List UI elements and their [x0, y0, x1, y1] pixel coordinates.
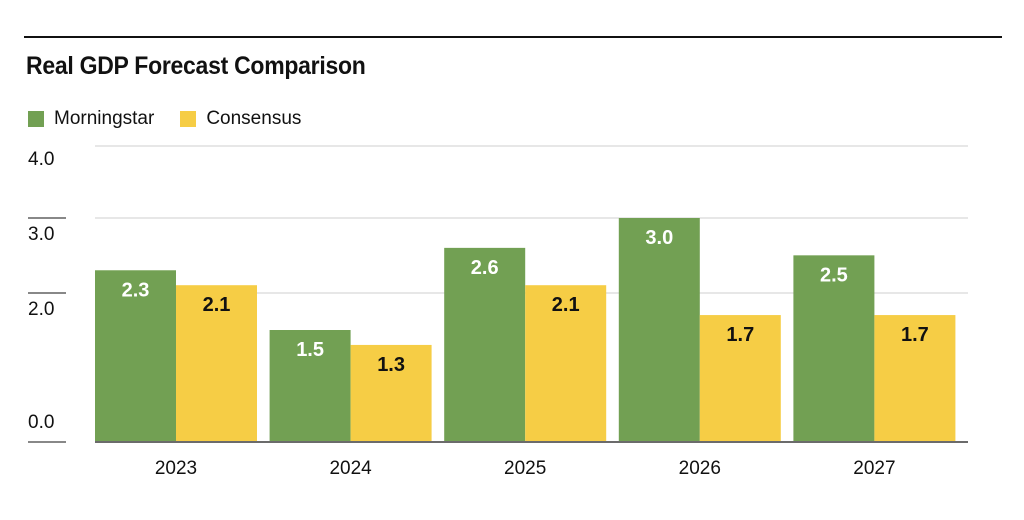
bar-consensus [699, 315, 781, 442]
data-label: 3.0 [645, 227, 673, 249]
data-label: 2.6 [471, 257, 499, 279]
x-tick-label: 2024 [329, 458, 372, 479]
bar-morningstar [269, 330, 351, 442]
bar-consensus [350, 344, 432, 442]
bar-consensus [176, 285, 257, 442]
legend-label-consensus: Consensus [206, 108, 302, 129]
legend-label-morningstar: Morningstar [54, 108, 155, 129]
data-label: 1.7 [726, 324, 754, 346]
data-label: 2.3 [122, 279, 150, 301]
y-tick-label: 3.0 [28, 224, 54, 245]
legend-swatch-consensus [180, 111, 197, 127]
bar-morningstar [618, 218, 700, 442]
y-tick-label: 4.0 [28, 149, 54, 170]
x-tick-label: 2027 [853, 458, 895, 479]
x-tick-label: 2023 [155, 458, 197, 479]
legend-item-morningstar: Morningstar [28, 108, 154, 130]
legend-item-consensus: Consensus [180, 108, 301, 130]
top-rule [24, 36, 1002, 38]
data-label: 1.5 [296, 339, 324, 361]
x-tick-label: 2026 [679, 458, 721, 479]
data-label: 2.1 [203, 294, 231, 316]
bar-consensus [874, 315, 956, 442]
chart-title: Real GDP Forecast Comparison [26, 52, 366, 80]
legend-swatch-morningstar [28, 111, 44, 127]
data-label: 2.1 [552, 294, 580, 316]
bar-morningstar [95, 270, 176, 442]
data-label: 1.3 [377, 354, 405, 376]
bar-consensus [525, 285, 607, 442]
x-tick-label: 2025 [504, 458, 546, 479]
y-tick-label: 0.0 [28, 412, 54, 433]
legend: Morningstar Consensus [28, 108, 327, 130]
y-tick-label: 2.0 [28, 299, 54, 320]
bar-morningstar [793, 255, 875, 442]
bar-morningstar [444, 247, 526, 442]
data-label: 1.7 [901, 324, 929, 346]
data-label: 2.5 [820, 264, 848, 286]
